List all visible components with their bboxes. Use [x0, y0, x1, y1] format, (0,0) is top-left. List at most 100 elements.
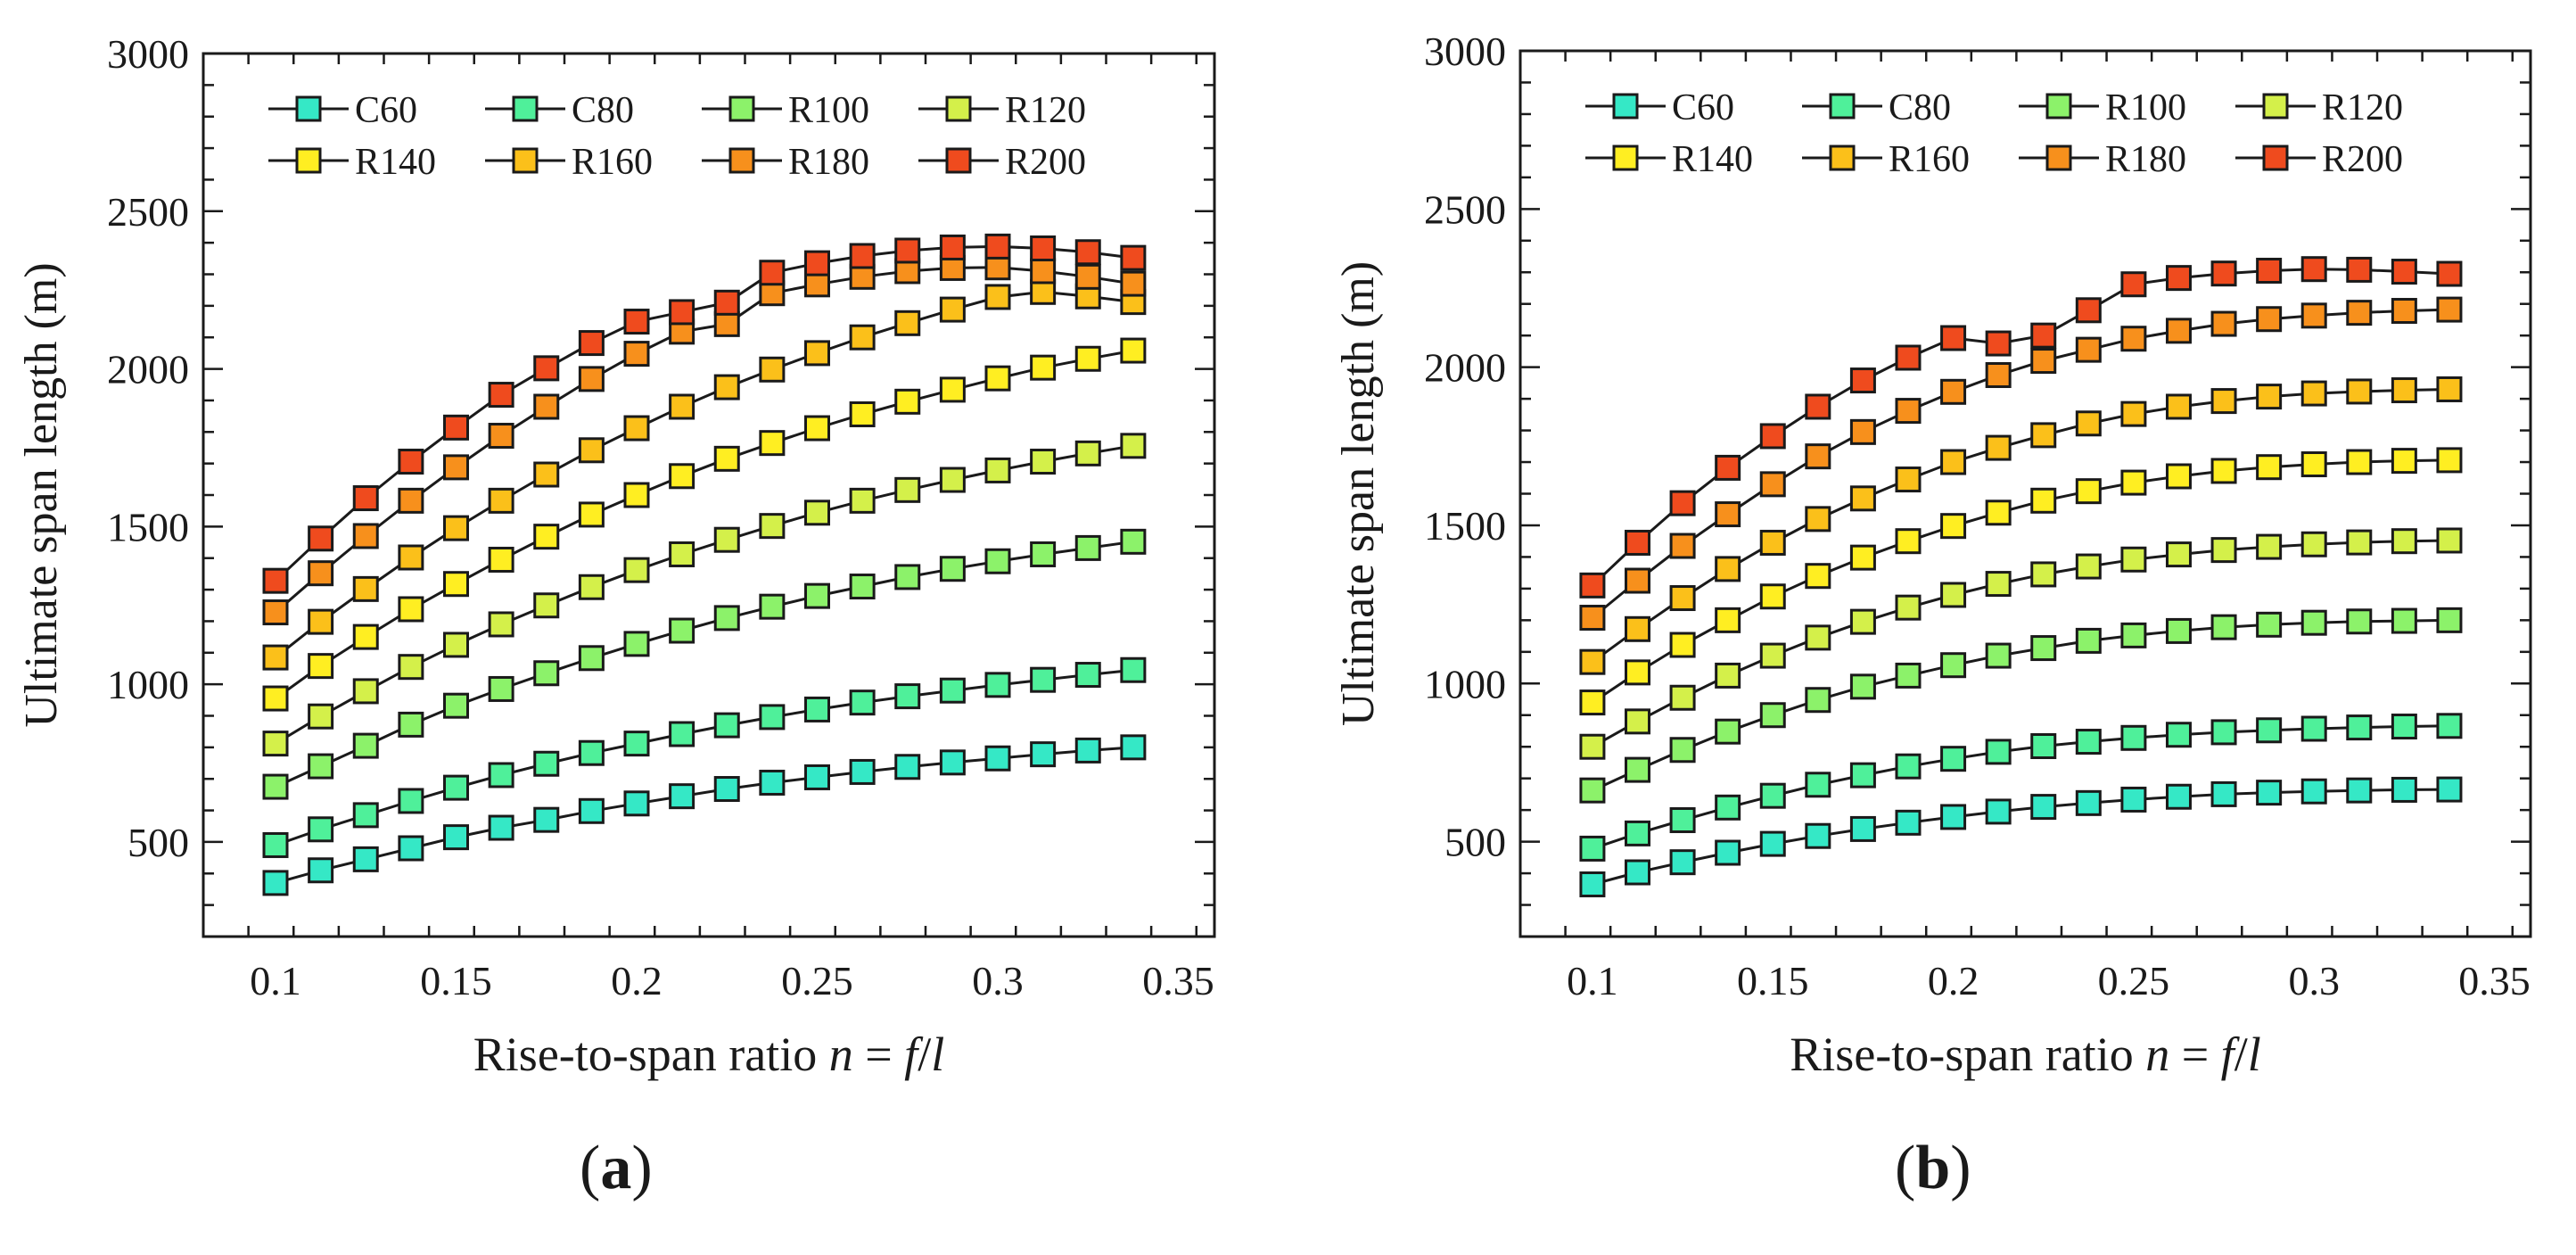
- data-point: [1895, 466, 1922, 493]
- data-point: [2391, 776, 2417, 803]
- data-point: [759, 593, 786, 620]
- series-C60: [1579, 776, 2463, 897]
- data-point: [262, 685, 289, 712]
- data-point: [2436, 713, 2463, 739]
- legend-marker: [728, 147, 755, 174]
- x-tick-label: 0.35: [2458, 958, 2531, 1003]
- x-tick-label: 0.15: [420, 958, 492, 1003]
- legend-marker: [945, 147, 972, 174]
- data-point: [1940, 582, 1967, 608]
- y-tick-label: 2000: [107, 347, 189, 392]
- data-point: [533, 660, 560, 687]
- data-point: [2075, 553, 2102, 580]
- legend-label: C60: [355, 90, 417, 131]
- data-point: [984, 672, 1011, 698]
- data-point: [894, 237, 921, 264]
- series-R140: [1579, 447, 2463, 716]
- data-point: [1074, 440, 1101, 466]
- data-point: [308, 560, 334, 587]
- data-point: [1985, 330, 2012, 357]
- data-point: [2300, 302, 2327, 329]
- series-R120: [1579, 527, 2463, 760]
- x-tick-label: 0.15: [1737, 958, 1809, 1003]
- data-point: [262, 773, 289, 800]
- data-point: [1120, 270, 1147, 297]
- data-point: [2346, 300, 2373, 326]
- data-point: [1120, 337, 1147, 364]
- data-point: [1030, 541, 1057, 567]
- data-point: [308, 857, 334, 884]
- data-point: [262, 870, 289, 896]
- data-point: [1074, 345, 1101, 372]
- legend: C60 C80 R100 R120 R140 R160 R180 R200: [1585, 87, 2403, 180]
- data-point: [398, 449, 424, 475]
- data-point: [262, 731, 289, 757]
- data-point: [443, 774, 469, 801]
- legend-marker: [512, 95, 539, 122]
- y-tick-label: 1000: [1424, 661, 1506, 706]
- data-point: [1985, 571, 2012, 598]
- data-point: [1625, 820, 1651, 846]
- data-point: [713, 310, 740, 337]
- data-point: [713, 445, 740, 472]
- data-point: [623, 631, 650, 657]
- legend-marker: [1829, 144, 1856, 171]
- data-point: [2300, 531, 2327, 557]
- data-point: [1849, 418, 1876, 445]
- data-point: [1074, 737, 1101, 764]
- data-point: [443, 571, 469, 598]
- data-point: [533, 461, 560, 488]
- data-point: [623, 557, 650, 583]
- data-point: [2165, 265, 2192, 292]
- data-point: [2120, 724, 2147, 751]
- data-point: [488, 546, 514, 573]
- legend-label: R120: [2322, 87, 2403, 128]
- data-point: [488, 762, 514, 789]
- data-point: [2120, 271, 2147, 298]
- data-point: [1895, 528, 1922, 555]
- data-point: [1940, 325, 1967, 351]
- data-point: [2030, 422, 2057, 449]
- data-point: [1715, 454, 1741, 481]
- data-point: [2436, 527, 2463, 554]
- x-tick-label: 0.25: [2098, 958, 2170, 1003]
- data-point: [849, 400, 876, 427]
- data-point: [1805, 687, 1831, 714]
- data-point: [2391, 298, 2417, 325]
- data-point: [1985, 798, 2012, 825]
- data-point: [1759, 782, 1786, 809]
- data-point: [1895, 344, 1922, 371]
- data-point: [804, 271, 830, 298]
- legend-item-R120: R120: [2235, 87, 2403, 128]
- data-point: [1669, 806, 1696, 833]
- data-point: [2210, 388, 2237, 415]
- data-point: [2165, 318, 2192, 344]
- data-point: [1759, 583, 1786, 610]
- legend-label: R160: [1889, 139, 1970, 180]
- data-point: [713, 526, 740, 553]
- legend-item-C80: C80: [485, 90, 634, 131]
- x-tick-label: 0.1: [1567, 958, 1618, 1003]
- data-point: [2210, 260, 2237, 287]
- data-point: [533, 750, 560, 777]
- data-point: [669, 393, 695, 420]
- legend-marker: [295, 95, 322, 122]
- y-tick-label: 2500: [107, 189, 189, 235]
- data-point: [2075, 627, 2102, 654]
- series-C80: [1579, 713, 2463, 862]
- legend-item-R200: R200: [918, 142, 1086, 183]
- series-R180: [1579, 296, 2463, 632]
- data-point: [1579, 572, 1606, 599]
- data-point: [849, 487, 876, 514]
- legend-label: R160: [572, 142, 653, 183]
- legend-item-R140: R140: [1585, 139, 1753, 180]
- data-point: [2256, 384, 2283, 410]
- data-point: [352, 802, 379, 829]
- y-tick-label: 1500: [1424, 503, 1506, 549]
- data-point: [759, 260, 786, 286]
- data-point: [488, 382, 514, 409]
- data-point: [2300, 778, 2327, 805]
- data-point: [804, 696, 830, 722]
- data-point: [1120, 656, 1147, 683]
- data-point: [1669, 684, 1696, 711]
